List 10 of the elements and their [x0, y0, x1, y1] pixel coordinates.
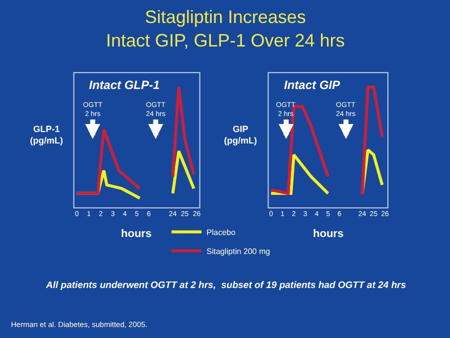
x-axis-title: hours [121, 228, 152, 240]
text: Sitagliptin Increases Intact GIP, GLP-1 Over 24 hrs [106, 7, 345, 50]
x-axis-title: hours [313, 228, 344, 240]
y-axis-title: GLP-1 (pg/mL) [30, 124, 63, 146]
chart-title: Intact GLP-1 [89, 78, 160, 92]
legend-label: Placebo [206, 228, 236, 237]
legend-label: Sitagliptin 200 mg [206, 246, 270, 256]
chart-title: Intact GIP [284, 78, 342, 92]
y-axis-title: GIP (pg/mL) [224, 124, 257, 146]
text: All patients underwent OGTT at 2 hrs, subset of 19 patients had OGTT at 24 hrs [45, 280, 406, 291]
